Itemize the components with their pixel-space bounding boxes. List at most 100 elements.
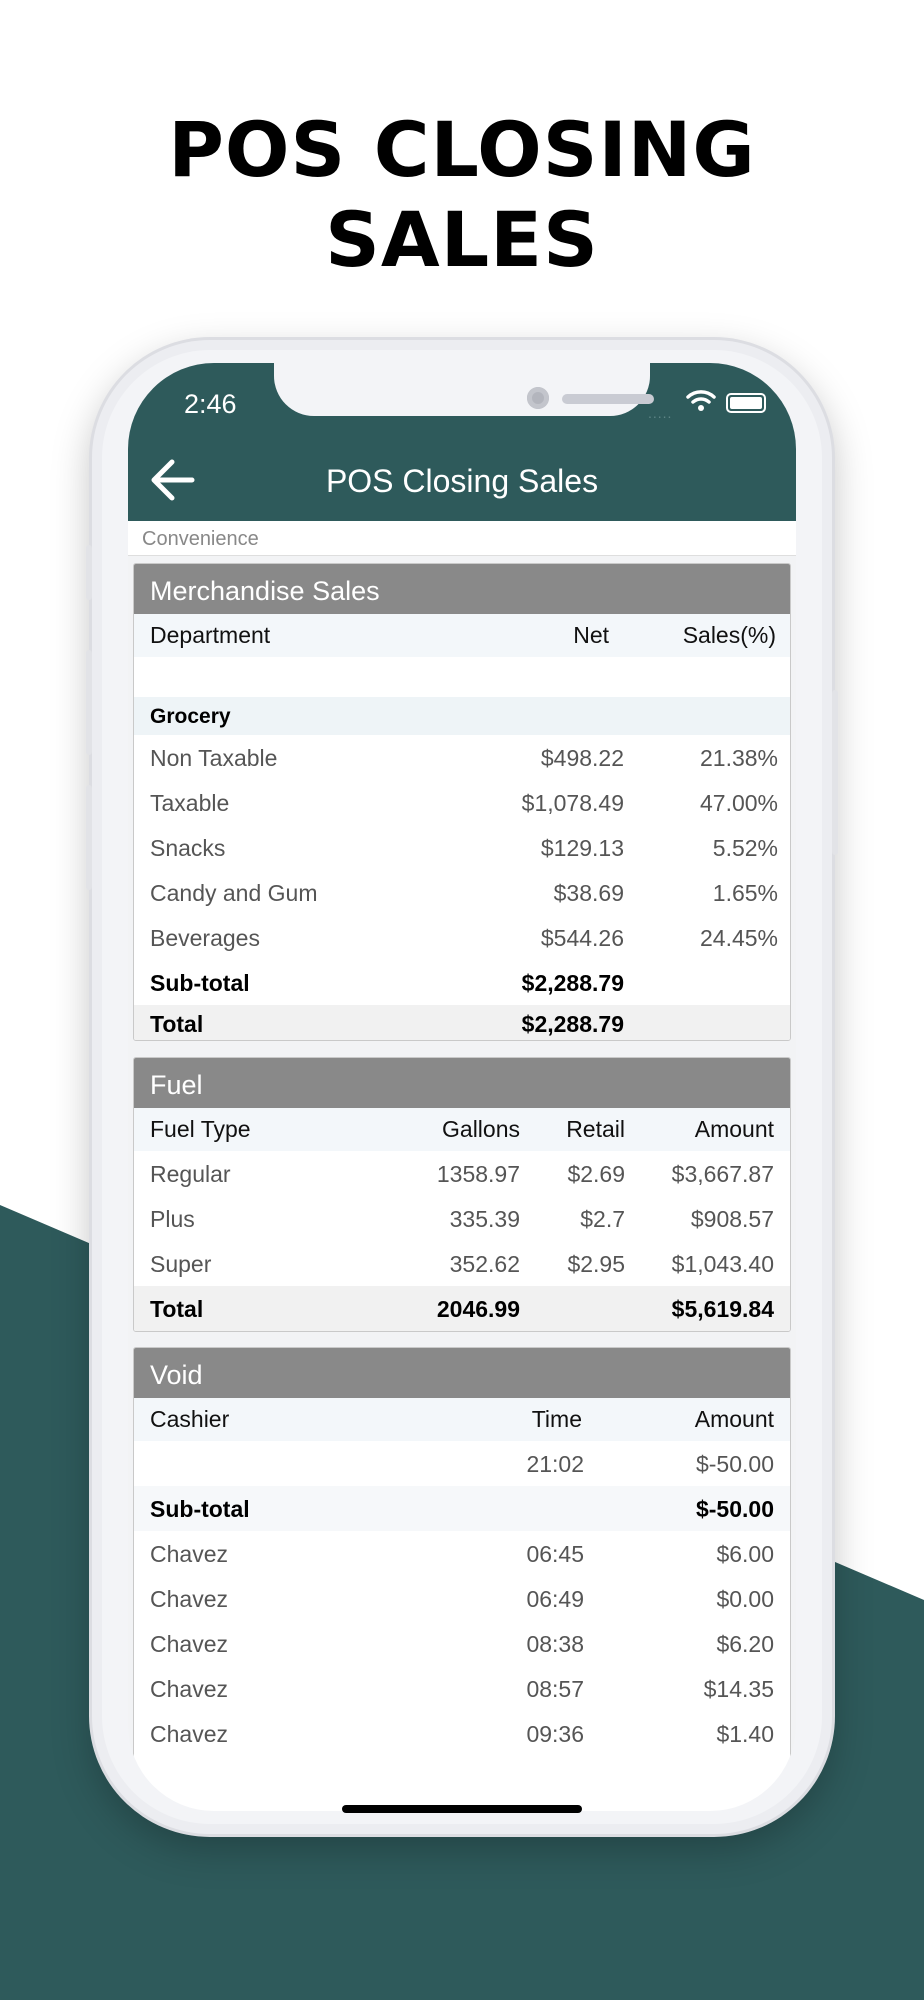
headline-line-1: POS CLOSING [168, 105, 756, 194]
merchandise-sales-card: Merchandise Sales Department Net Sales(%… [133, 563, 791, 1041]
amount-cell: $14.35 [703, 1676, 774, 1702]
amount-cell: $908.57 [690, 1206, 774, 1232]
percent-cell: 47.00% [699, 790, 778, 816]
column-header: Net [573, 622, 609, 648]
fuel-type-cell: Regular [150, 1161, 231, 1187]
percent-cell: 24.45% [699, 925, 778, 951]
table-row: Chavez 06:45 $6.00 [134, 1531, 790, 1576]
column-header: Gallons [442, 1116, 520, 1142]
percent-cell: 1.65% [712, 880, 778, 906]
column-header: Cashier [150, 1406, 230, 1432]
percent-cell: 5.52% [712, 835, 778, 861]
home-indicator[interactable] [342, 1805, 582, 1813]
table-row: Chavez 06:49 $0.00 [134, 1576, 790, 1621]
table-row: 21:02 $-50.00 [134, 1441, 790, 1486]
total-label: Total [150, 1011, 204, 1037]
group-label: Grocery [150, 705, 231, 728]
group-header-row: Grocery [134, 697, 790, 735]
department-cell: Beverages [150, 925, 260, 951]
subtotal-amount: $-50.00 [695, 1496, 774, 1522]
amount-cell: $-50.00 [695, 1451, 774, 1477]
net-cell: $544.26 [540, 925, 624, 951]
subtotal-label: Sub-total [150, 970, 250, 996]
subtotal-label: Sub-total [150, 1496, 250, 1522]
table-row: Super 352.62 $2.95 $1,043.40 [134, 1241, 790, 1286]
total-gallons: 2046.99 [436, 1296, 520, 1322]
total-row: Total 2046.99 $5,619.84 [134, 1286, 790, 1331]
store-name-bar: Convenience [128, 521, 796, 556]
headline-line-2: SALES [325, 195, 599, 284]
gallons-cell: 352.62 [449, 1251, 520, 1277]
column-header: Sales(%) [682, 622, 776, 648]
column-header: Amount [694, 1406, 774, 1432]
status-time: 2:46 [184, 389, 237, 419]
cashier-cell: Chavez [150, 1721, 228, 1747]
total-row: Total $2,288.79 [134, 1005, 790, 1040]
speaker-grille [562, 394, 654, 404]
table-row: Plus 335.39 $2.7 $908.57 [134, 1196, 790, 1241]
cashier-cell: Chavez [150, 1586, 228, 1612]
void-card: Void Cashier Time Amount 21:02 $-50.00 S… [133, 1347, 791, 1811]
net-cell: $498.22 [540, 745, 624, 771]
percent-cell: 21.38% [699, 745, 778, 771]
mute-switch [86, 545, 92, 600]
department-cell: Candy and Gum [150, 880, 318, 906]
table-row: Snacks $129.13 5.52% [134, 825, 790, 870]
retail-cell: $2.95 [567, 1251, 625, 1277]
table-row: Non Taxable $498.22 21.38% [134, 735, 790, 780]
column-header: Retail [566, 1116, 625, 1142]
subtotal-row: Sub-total $-50.00 [134, 1486, 790, 1531]
table-header-row: Fuel Type Gallons Retail Amount [134, 1108, 790, 1151]
power-button [832, 690, 838, 855]
table-row: Taxable $1,078.49 47.00% [134, 780, 790, 825]
retail-cell: $2.69 [567, 1161, 625, 1187]
column-header: Time [531, 1406, 582, 1432]
arrow-left-icon[interactable] [150, 459, 196, 501]
column-header: Fuel Type [150, 1116, 251, 1142]
page-title: POS Closing Sales [325, 463, 599, 499]
card-header: Merchandise Sales [134, 564, 790, 614]
retail-cell: $2.7 [580, 1206, 625, 1232]
notch [274, 363, 654, 416]
store-name: Convenience [142, 528, 259, 550]
table-row: Beverages $544.26 24.45% [134, 915, 790, 960]
cashier-cell: Chavez [150, 1676, 228, 1702]
net-cell: $1,078.49 [521, 790, 624, 816]
headline: POS CLOSING SALES [0, 105, 924, 285]
table-header-row: Department Net Sales(%) [134, 614, 790, 657]
table-header-row: Cashier Time Amount [134, 1398, 790, 1441]
fuel-type-cell: Super [150, 1251, 212, 1277]
table-row: Candy and Gum $38.69 1.65% [134, 870, 790, 915]
gallons-cell: 1358.97 [436, 1161, 520, 1187]
subtotal-row: Sub-total $2,288.79 [134, 960, 790, 1005]
time-cell: 08:57 [526, 1676, 584, 1702]
volume-up-button [86, 650, 92, 755]
card-header: Fuel [134, 1058, 790, 1108]
cashier-cell: Chavez [150, 1541, 228, 1567]
table-row: Chavez 08:57 $14.35 [134, 1666, 790, 1711]
time-cell: 08:38 [526, 1631, 584, 1657]
volume-down-button [86, 785, 92, 890]
amount-cell: $1,043.40 [671, 1251, 774, 1277]
front-camera [527, 387, 549, 409]
table-row: Regular 1358.97 $2.69 $3,667.87 [134, 1151, 790, 1196]
app-screen: 2:46 ..... POS Closing Sales Convenience… [128, 363, 796, 1811]
amount-cell: $3,667.87 [671, 1161, 774, 1187]
total-amount: $5,619.84 [671, 1296, 774, 1322]
card-header: Void [134, 1348, 790, 1398]
gallons-cell: 335.39 [449, 1206, 520, 1232]
wifi-icon [686, 390, 716, 411]
net-cell: $129.13 [540, 835, 624, 861]
time-cell: 06:49 [526, 1586, 584, 1612]
card-title: Fuel [150, 1070, 203, 1100]
table-row: Chavez 09:36 $1.40 [134, 1711, 790, 1756]
column-header: Department [150, 622, 271, 648]
department-cell: Taxable [150, 790, 230, 816]
fuel-type-cell: Plus [150, 1206, 195, 1232]
net-cell: $38.69 [553, 880, 624, 906]
cellular-signal-icon: ..... [648, 405, 673, 421]
amount-cell: $0.00 [716, 1586, 774, 1612]
amount-cell: $1.40 [716, 1721, 774, 1747]
total-label: Total [150, 1296, 204, 1322]
time-cell: 21:02 [526, 1451, 584, 1477]
